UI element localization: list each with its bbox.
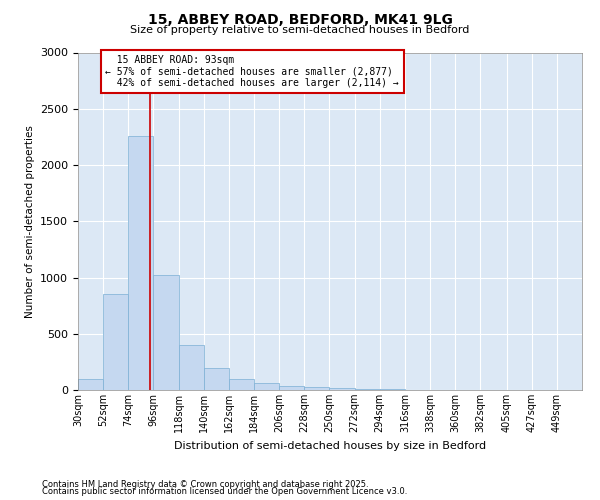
Bar: [78, 379, 103, 390]
X-axis label: Distribution of semi-detached houses by size in Bedford: Distribution of semi-detached houses by …: [174, 440, 486, 450]
Bar: [103, 294, 128, 390]
Text: Contains HM Land Registry data © Crown copyright and database right 2025.: Contains HM Land Registry data © Crown c…: [42, 480, 368, 489]
Bar: [254, 383, 279, 390]
Bar: [179, 345, 204, 390]
Text: Size of property relative to semi-detached houses in Bedford: Size of property relative to semi-detach…: [130, 25, 470, 35]
Text: 15 ABBEY ROAD: 93sqm
← 57% of semi-detached houses are smaller (2,877)
  42% of : 15 ABBEY ROAD: 93sqm ← 57% of semi-detac…: [106, 54, 399, 88]
Text: Contains public sector information licensed under the Open Government Licence v3: Contains public sector information licen…: [42, 487, 407, 496]
Bar: [128, 136, 154, 390]
Text: 15, ABBEY ROAD, BEDFORD, MK41 9LG: 15, ABBEY ROAD, BEDFORD, MK41 9LG: [148, 12, 452, 26]
Bar: [154, 275, 179, 390]
Bar: [204, 368, 229, 390]
Bar: [279, 386, 304, 390]
Bar: [304, 386, 329, 390]
Bar: [329, 388, 355, 390]
Y-axis label: Number of semi-detached properties: Number of semi-detached properties: [25, 125, 35, 318]
Bar: [229, 379, 254, 390]
Bar: [355, 389, 380, 390]
